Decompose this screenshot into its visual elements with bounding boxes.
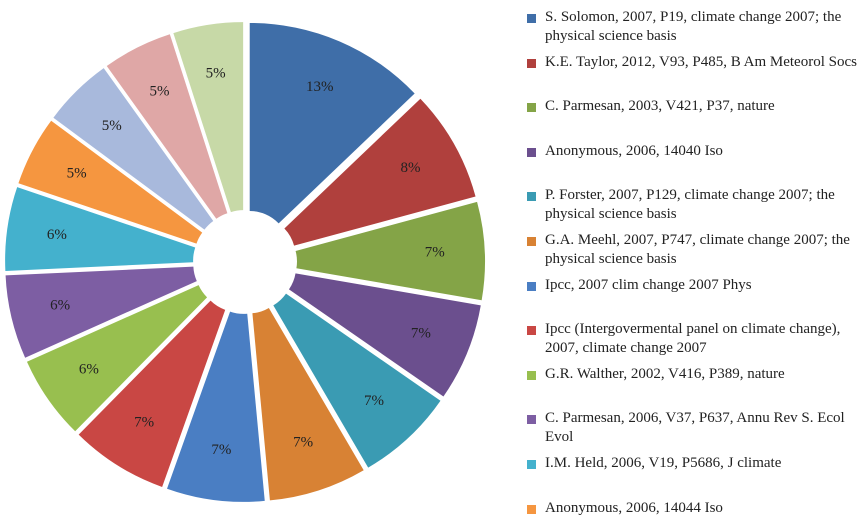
- legend-swatch: [527, 58, 536, 68]
- data-label: 7%: [293, 434, 313, 450]
- legend-label: G.A. Meehl, 2007, P747, climate change 2…: [545, 232, 850, 267]
- legend-item: S. Solomon, 2007, P19, climate change 20…: [527, 8, 862, 46]
- legend-label: C. Parmesan, 2006, V37, P637, Annu Rev S…: [545, 410, 845, 446]
- legend-label: Anonymous, 2006, 14044 Iso: [545, 499, 723, 516]
- data-label: 5%: [67, 165, 87, 181]
- legend-item: Ipcc (Intergovermental panel on climate …: [527, 320, 862, 358]
- slice: [18, 120, 203, 244]
- data-label: 7%: [134, 414, 154, 430]
- data-label: 8%: [401, 160, 421, 176]
- legend-label: K.E. Taylor, 2012, V93, P485, B Am Meteo…: [545, 53, 857, 70]
- legend-item: K.E. Taylor, 2012, V93, P485, B Am Meteo…: [527, 53, 862, 72]
- legend-swatch: [527, 504, 536, 514]
- legend-swatch: [527, 326, 536, 336]
- data-label: 6%: [79, 362, 99, 378]
- data-label: 5%: [102, 118, 122, 134]
- legend-swatch: [527, 460, 536, 469]
- slice: [295, 201, 485, 301]
- legend-item: C. Parmesan, 2003, V421, P37, nature: [527, 97, 862, 116]
- legend-swatch: [527, 370, 536, 380]
- slice: [173, 22, 244, 213]
- data-label: 5%: [206, 66, 226, 82]
- legend-swatch: [527, 103, 536, 113]
- pie: 13% 8% 7% 7% 7% 7% 7% 7% 6% 6% 6% 5% 5% 5% 5%: [5, 22, 485, 502]
- legend-item: G.A. Meehl, 2007, P747, climate change 2…: [527, 231, 862, 269]
- slice: [273, 293, 441, 468]
- legend-label: Ipcc, 2007 clim change 2007 Phys: [545, 276, 752, 293]
- legend-label: G.R. Walther, 2002, V416, P389, nature: [545, 365, 785, 382]
- legend-swatch: [527, 147, 536, 157]
- slice: [5, 187, 196, 271]
- legend-item: Anonymous, 2006, 14040 Iso: [527, 142, 862, 161]
- slice: [5, 266, 197, 358]
- legend-item: I.M. Held, 2006, V19, P5686, J climate: [527, 454, 862, 473]
- slice: [284, 98, 476, 246]
- legend-item: G.R. Walther, 2002, V416, P389, nature: [527, 365, 862, 384]
- legend-item: P. Forster, 2007, P129, climate change 2…: [527, 186, 862, 224]
- legend-swatch: [527, 415, 536, 425]
- data-label: 7%: [411, 325, 431, 341]
- slice: [106, 34, 228, 219]
- slice: [78, 300, 226, 487]
- data-label: 13%: [306, 79, 334, 95]
- slice: [167, 311, 265, 502]
- legend-swatch: [527, 192, 536, 202]
- legend-item: Anonymous, 2006, 14044 Iso: [527, 499, 862, 518]
- slice: [249, 22, 415, 224]
- slice: [53, 68, 214, 230]
- data-label: 5%: [150, 84, 170, 100]
- legend-swatch: [527, 281, 536, 291]
- legend-label: Ipcc (Intergovermental panel on climate …: [545, 321, 841, 357]
- data-label: 7%: [211, 442, 231, 458]
- legend-label: I.M. Held, 2006, V19, P5686, J climate: [545, 455, 782, 471]
- slice: [288, 273, 481, 397]
- legend-swatch: [527, 237, 536, 246]
- data-label: 6%: [50, 297, 70, 313]
- legend-label: C. Parmesan, 2003, V421, P37, nature: [545, 98, 775, 115]
- legend-label: S. Solomon, 2007, P19, climate change 20…: [545, 9, 842, 44]
- data-label: 6%: [47, 227, 67, 243]
- data-label: 7%: [364, 393, 384, 409]
- legend-swatch: [527, 14, 536, 23]
- legend-label: P. Forster, 2007, P129, climate change 2…: [545, 187, 835, 223]
- legend-item: C. Parmesan, 2006, V37, P637, Annu Rev S…: [527, 409, 862, 447]
- legend-item: Ipcc, 2007 clim change 2007 Phys: [527, 276, 862, 295]
- data-label: 7%: [425, 245, 445, 261]
- slice: [252, 307, 364, 501]
- slice: [26, 285, 208, 432]
- legend-label: Anonymous, 2006, 14040 Iso: [545, 142, 723, 159]
